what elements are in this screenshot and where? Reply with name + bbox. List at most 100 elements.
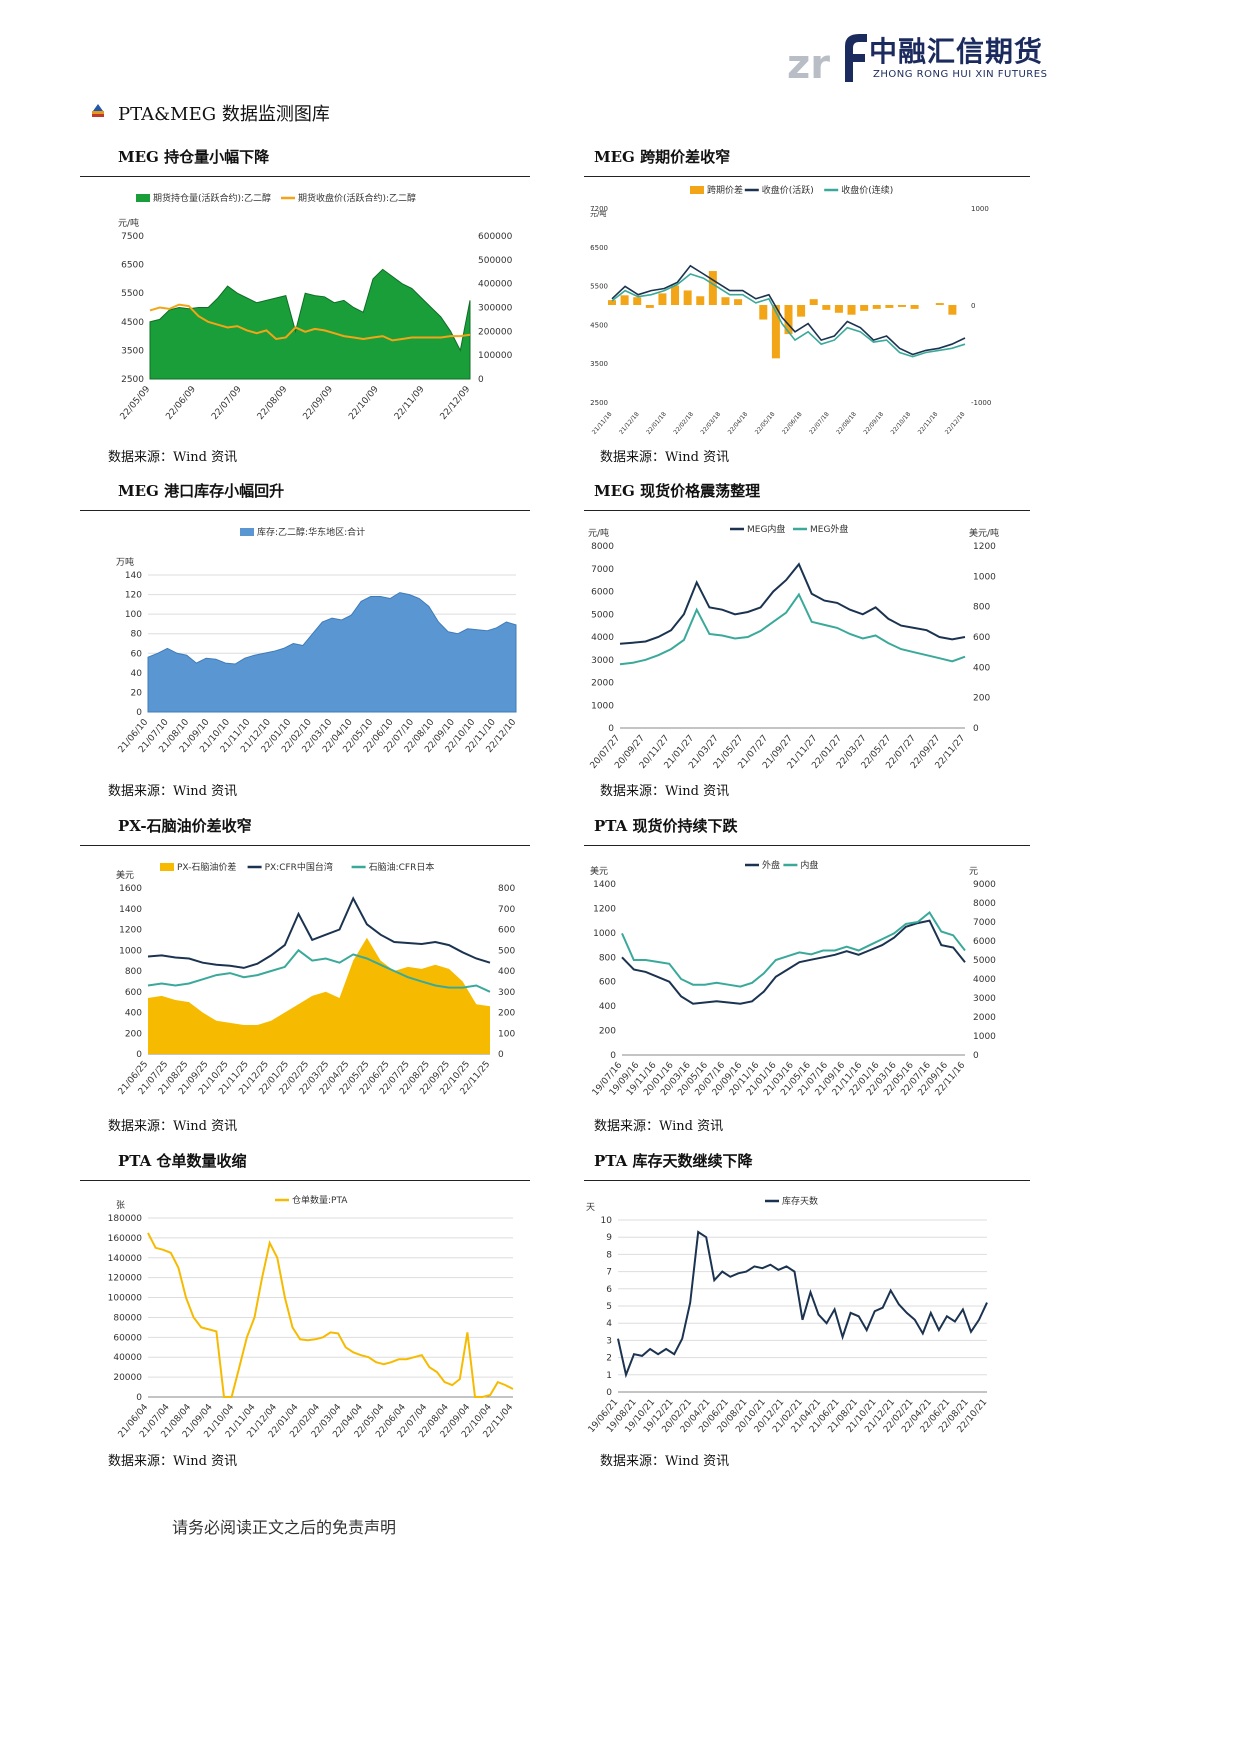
spread-bar — [759, 305, 768, 320]
chart-pta-spot: 1400120010008006004002000900080007000600… — [590, 859, 996, 1098]
y-tick-label: 1000 — [591, 701, 614, 711]
y2-tick-label: 8000 — [973, 899, 996, 909]
y2-tick-label: 0 — [973, 724, 979, 734]
y-tick-label: 0 — [136, 1050, 142, 1060]
spread-bar — [696, 296, 705, 305]
y-tick-label: 600 — [125, 988, 142, 998]
y-tick-label: 9 — [606, 1233, 612, 1243]
spread-bar — [658, 293, 667, 305]
y2-tick-label: 0 — [478, 375, 484, 385]
x-tick-label: 22/02/18 — [672, 411, 695, 436]
spread-bar — [847, 305, 856, 315]
spread-bar — [872, 305, 881, 309]
chart-source: 数据来源：Wind 资讯 — [600, 784, 730, 799]
chart-title-rule — [80, 845, 530, 846]
y2-tick-label: 100000 — [478, 351, 513, 361]
y-tick-label: 6000 — [591, 588, 614, 598]
y-tick-label: 160000 — [108, 1234, 143, 1244]
y2-tick-label: 200 — [973, 694, 990, 704]
company-logo: zr 中融汇信期货 ZHONG RONG HUI XIN FUTURES — [785, 24, 1047, 88]
line-close-continuous — [611, 273, 966, 358]
y2-tick-label: 0 — [971, 302, 975, 310]
spread-bar — [935, 303, 944, 305]
y-tick-label: 400 — [599, 1002, 616, 1012]
y-tick-label: 1000 — [593, 929, 616, 939]
legend-label: 跨期价差 — [707, 184, 743, 196]
line-inventory-days — [617, 1230, 988, 1379]
y-tick-label: 4 — [606, 1319, 612, 1329]
spread-bar — [797, 305, 806, 317]
chart-title: PTA 仓单数量收缩 — [118, 1152, 247, 1170]
y2-tick-label: 0 — [973, 1051, 979, 1061]
legend-label: 库存:乙二醇:华东地区:合计 — [257, 526, 365, 538]
legend-label: 期货持仓量(活跃合约):乙二醇 — [153, 192, 271, 204]
y-axis-unit: 万吨 — [116, 556, 134, 568]
x-tick-label: 22/05/18 — [754, 411, 777, 436]
y-tick-label: 3000 — [591, 656, 614, 666]
y-axis-unit: 天 — [586, 1203, 595, 1213]
x-tick-label: 22/10/18 — [890, 411, 913, 436]
spread-bar — [734, 299, 743, 305]
y2-tick-label: 600 — [973, 633, 990, 643]
line-warrants — [147, 1232, 514, 1398]
y2-tick-label: 7000 — [973, 918, 996, 928]
y-axis-unit: 美元 — [116, 869, 134, 881]
chart-pta-inventory-days: 109876543210天19/06/2119/08/2119/10/2119/… — [586, 1195, 989, 1435]
y-tick-label: 800 — [599, 953, 616, 963]
logo-mark: zr — [787, 34, 867, 88]
y-tick-label: 0 — [136, 1393, 142, 1403]
chart-title: MEG 持仓量小幅下降 — [118, 148, 270, 166]
y-tick-label: 180000 — [108, 1214, 143, 1224]
y2-tick-label: 300000 — [478, 304, 513, 314]
legend-label: 外盘 — [762, 859, 780, 871]
y-tick-label: 10 — [601, 1216, 613, 1226]
y2-tick-label: 500 — [498, 946, 515, 956]
x-tick-label: 22/04/18 — [727, 411, 750, 436]
y-tick-label: 0 — [610, 1051, 616, 1061]
spread-bar — [822, 305, 831, 310]
legend-label: PX:CFR中国台湾 — [265, 861, 333, 873]
spread-bar — [608, 300, 616, 305]
section-bullet-icon — [92, 104, 104, 117]
y2-tick-label: 1200 — [973, 542, 996, 552]
y2-tick-label: 6000 — [973, 937, 996, 947]
chart-title-rule — [584, 176, 1030, 177]
y-tick-label: 200 — [125, 1029, 142, 1039]
y-tick-label: 6500 — [121, 261, 144, 271]
legend-swatch — [240, 528, 254, 536]
y2-tick-label: 600000 — [478, 232, 513, 242]
x-tick-label: 22/11/18 — [917, 411, 940, 436]
legend-label: MEG外盘 — [810, 523, 848, 535]
y-tick-label: 8 — [606, 1250, 612, 1260]
y-tick-label: 20000 — [113, 1373, 142, 1383]
y2-tick-label: 3000 — [973, 994, 996, 1004]
y2-tick-label: -1000 — [971, 399, 991, 407]
chart-title-rule — [80, 176, 530, 177]
y-tick-label: 8000 — [591, 542, 614, 552]
area-inventory — [147, 592, 517, 713]
y-tick-label: 0 — [608, 724, 614, 734]
y-tick-label: 140 — [125, 571, 142, 581]
x-tick-label: 22/09/09 — [302, 384, 336, 422]
chart-source: 数据来源：Wind 资讯 — [108, 450, 238, 465]
spread-bar — [885, 305, 894, 308]
y-tick-label: 40 — [131, 669, 143, 679]
spread-bar — [683, 290, 692, 305]
spread-bar — [633, 297, 642, 305]
y-axis-unit: 元/吨 — [118, 217, 139, 229]
x-tick-label: 22/07/18 — [808, 411, 831, 436]
chart-source: 数据来源：Wind 资讯 — [600, 1454, 730, 1469]
y-tick-label: 7000 — [591, 565, 614, 575]
y-tick-label: 6 — [606, 1285, 612, 1295]
logo-mark-f — [845, 34, 867, 82]
legend-swatch — [690, 186, 704, 194]
y2-tick-label: 400 — [498, 967, 515, 977]
chart-title: PX-石脑油价差收窄 — [118, 817, 252, 835]
chart-source: 数据来源：Wind 资讯 — [600, 450, 730, 465]
y-axis-unit: 元/吨 — [590, 209, 606, 218]
y-tick-label: 4000 — [591, 633, 614, 643]
y2-tick-label: 1000 — [971, 205, 989, 213]
chart-title: PTA 现货价持续下跌 — [594, 817, 738, 835]
chart-meg-spot: 8000700060005000400030002000100001200100… — [588, 523, 999, 771]
y-tick-label: 1000 — [119, 946, 142, 956]
